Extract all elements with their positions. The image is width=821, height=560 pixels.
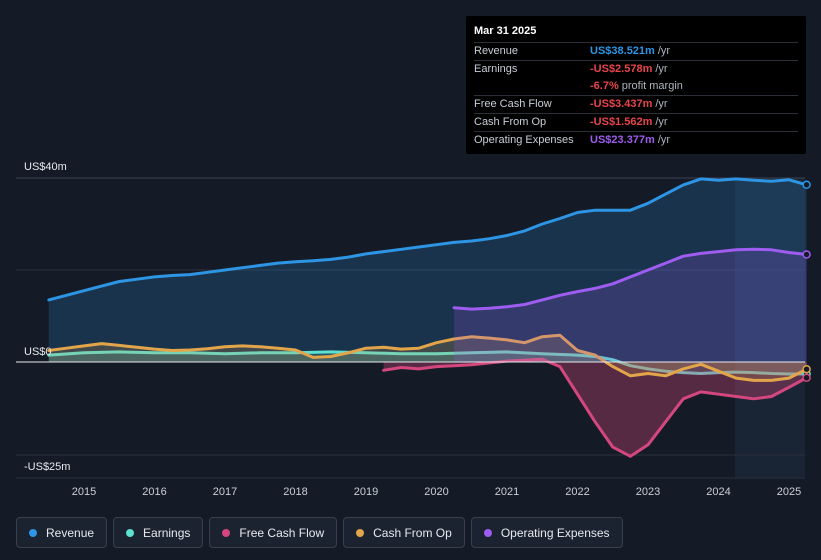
x-tick-label: 2021	[495, 486, 519, 498]
x-tick-label: 2024	[706, 486, 730, 498]
legend-item-cash-from-op[interactable]: Cash From Op	[343, 517, 465, 548]
tooltip-value: -6.7%	[590, 80, 619, 92]
tooltip-value: US$23.377m	[590, 134, 655, 146]
x-tick-label: 2018	[283, 486, 307, 498]
revenue-end-marker	[802, 180, 811, 190]
free-cash-flow-end-marker	[802, 373, 811, 383]
tooltip-value: -US$1.562m	[590, 116, 653, 128]
tooltip-label: Free Cash Flow	[474, 98, 552, 110]
x-tick-label: 2016	[142, 486, 166, 498]
free-cash-flow-line	[382, 357, 809, 458]
tooltip-row-fcf: Free Cash Flow -US$3.437m /yr	[474, 95, 798, 113]
operating-expenses-end-marker	[802, 250, 811, 259]
legend-dot-icon	[483, 528, 492, 537]
tooltip-unit: profit margin	[621, 80, 683, 92]
x-tick-label: 2020	[424, 486, 448, 498]
end-markers	[802, 180, 811, 383]
legend-item-earnings[interactable]: Earnings	[113, 517, 204, 548]
x-tick-label: 2023	[636, 486, 660, 498]
operating-expenses-line	[452, 247, 809, 311]
tooltip-value: US$38.521m	[590, 45, 655, 57]
x-tick-label: 2025	[777, 486, 801, 498]
x-tick-label: 2022	[565, 486, 589, 498]
legend-label: Earnings	[143, 525, 191, 540]
legend-label: Cash From Op	[373, 525, 452, 540]
tooltip-label: Earnings	[474, 63, 518, 75]
series-layer	[47, 177, 809, 458]
revenue-line	[47, 177, 809, 302]
y-label-top: US$40m	[24, 161, 67, 173]
legend: Revenue Earnings Free Cash Flow Cash Fro…	[16, 517, 623, 548]
tooltip-unit: /yr	[657, 134, 671, 146]
legend-dot-icon	[126, 528, 135, 537]
earnings-area	[48, 351, 807, 374]
legend-dot-icon	[29, 528, 37, 537]
forecast-shade	[735, 178, 805, 478]
y-label-zero: US$0	[24, 346, 52, 358]
legend-dot-icon	[222, 528, 231, 537]
tooltip-unit: /yr	[655, 116, 668, 128]
tooltip-label: Operating Expenses	[474, 134, 574, 146]
legend-label: Operating Expenses	[500, 525, 610, 540]
tooltip-unit: /yr	[655, 98, 668, 110]
legend-dot-icon	[356, 528, 365, 537]
tooltip-date: Mar 31 2025	[474, 25, 537, 37]
legend-item-revenue[interactable]: Revenue	[16, 517, 108, 548]
operating-expenses-area	[454, 249, 807, 362]
tooltip-row-earnings: Earnings -US$2.578m /yr	[474, 60, 798, 78]
x-tick-label: 2017	[213, 486, 237, 498]
legend-label: Revenue	[46, 525, 95, 540]
legend-item-free-cash-flow[interactable]: Free Cash Flow	[209, 517, 338, 548]
tooltip-value: -US$3.437m	[590, 98, 653, 110]
y-label-bottom: -US$25m	[24, 461, 70, 473]
x-axis-ticks: 2015 2016 2017 2018 2019 2020 2021 2022 2023 2024…	[72, 486, 801, 498]
tooltip-label: Revenue	[474, 45, 519, 57]
revenue-area	[48, 178, 807, 362]
tooltip-label: Cash From Op	[474, 116, 547, 128]
free-cash-flow-area	[383, 359, 807, 457]
tooltip: Mar 31 2025 Revenue US$38.521m /yr Earni…	[466, 16, 806, 154]
tooltip-row-revenue: Revenue US$38.521m /yr	[474, 42, 798, 60]
tooltip-row-margin: -6.7% profit margin	[474, 78, 798, 95]
legend-item-operating-expenses[interactable]: Operating Expenses	[470, 517, 623, 548]
x-tick-label: 2019	[354, 486, 378, 498]
cash-from-op-line	[47, 333, 809, 382]
tooltip-unit: /yr	[655, 63, 668, 75]
tooltip-row-cfo: Cash From Op -US$1.562m /yr	[474, 113, 798, 131]
tooltip-unit: /yr	[657, 45, 671, 57]
tooltip-label	[474, 78, 590, 95]
x-tick-label: 2015	[72, 486, 96, 498]
tooltip-row-opex: Operating Expenses US$23.377m /yr	[474, 131, 798, 149]
tooltip-value: -US$2.578m	[590, 63, 653, 75]
cash-from-op-end-marker	[802, 364, 811, 374]
legend-label: Free Cash Flow	[239, 525, 325, 540]
